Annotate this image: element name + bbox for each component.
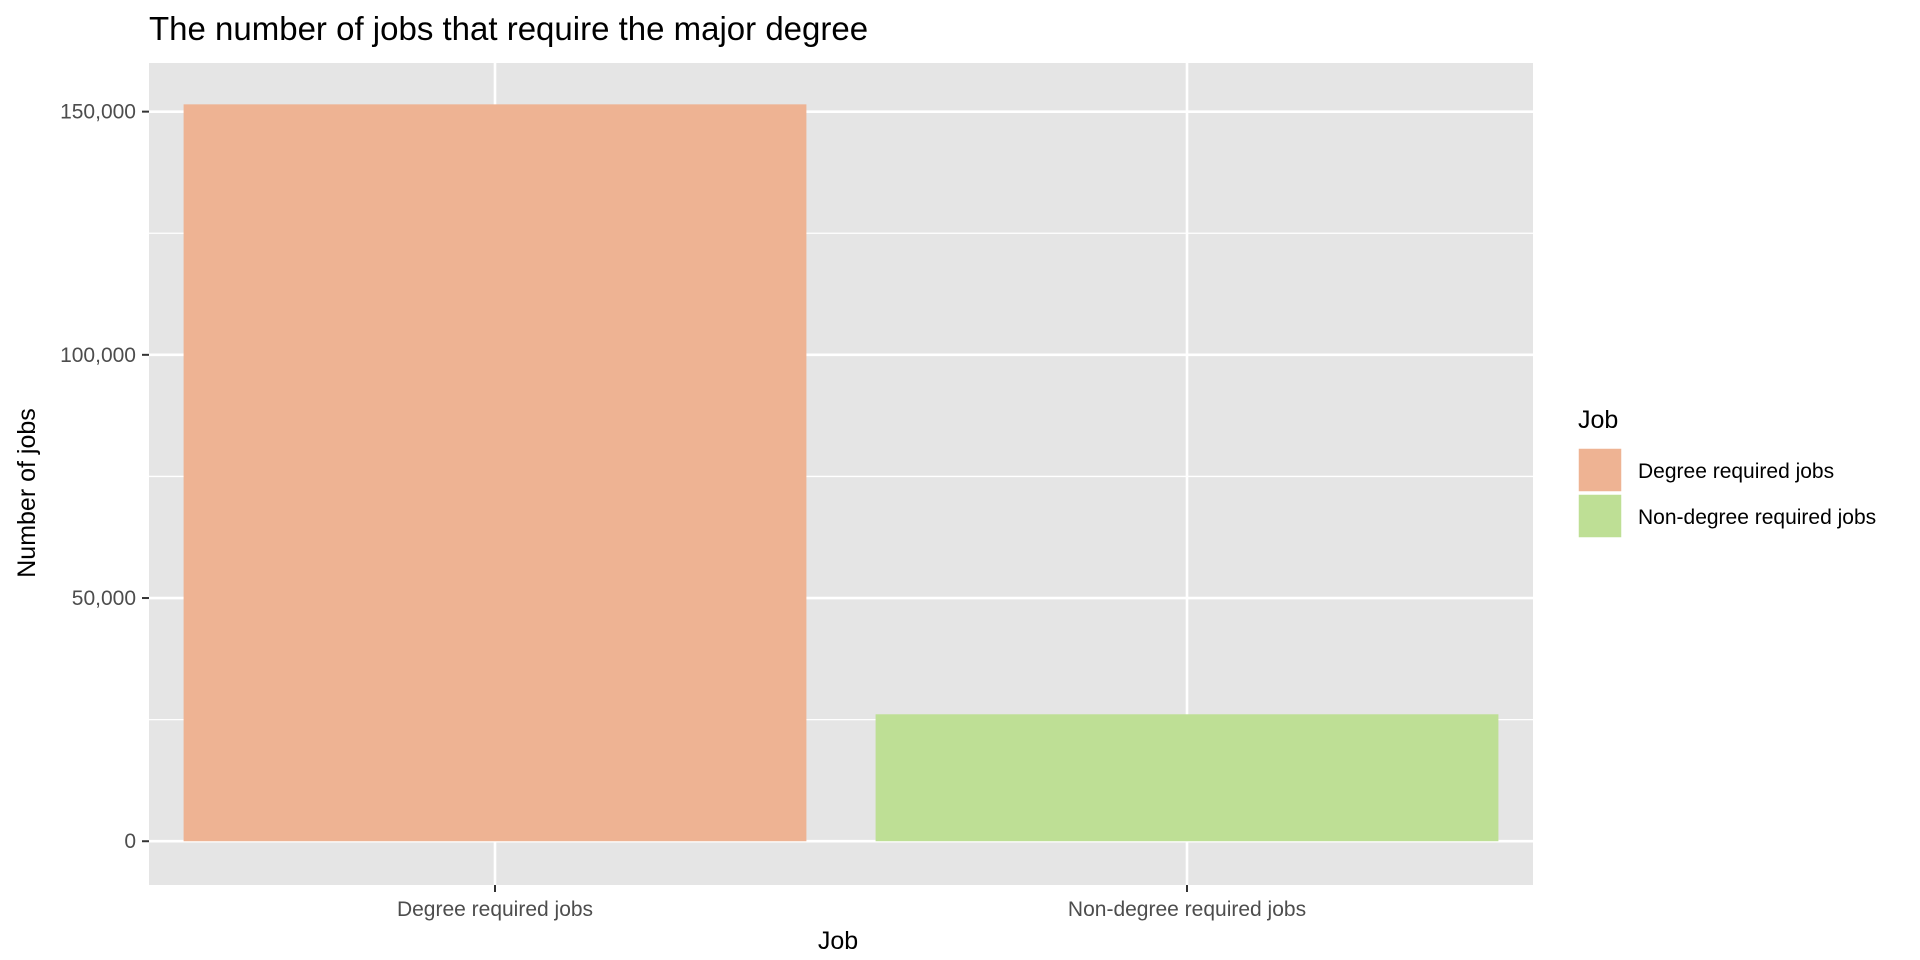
y-axis: 0 50,000 100,000 150,000 [60,101,149,853]
legend-title: Job [1578,406,1618,434]
legend: Job Degree required jobs Non-degree requi… [1577,406,1876,539]
y-tick-label: 50,000 [72,587,136,610]
chart-title: The number of jobs that require the majo… [149,10,868,47]
y-tick-label: 100,000 [60,344,136,367]
legend-key [1577,493,1623,539]
legend-key [1577,447,1623,493]
bars [183,104,1499,842]
y-tick-label: 150,000 [60,101,136,124]
legend-label: Degree required jobs [1638,460,1834,483]
legend-label: Non-degree required jobs [1638,506,1876,529]
x-axis-title: Job [818,927,858,955]
y-axis-title: Number of jobs [13,408,41,578]
bar [875,714,1499,842]
y-tick-label: 0 [124,830,136,853]
bar [183,104,807,842]
x-tick-label: Non-degree required jobs [1068,898,1306,921]
x-axis: Degree required jobs Non-degree required … [397,885,1306,921]
x-tick-label: Degree required jobs [397,898,593,921]
